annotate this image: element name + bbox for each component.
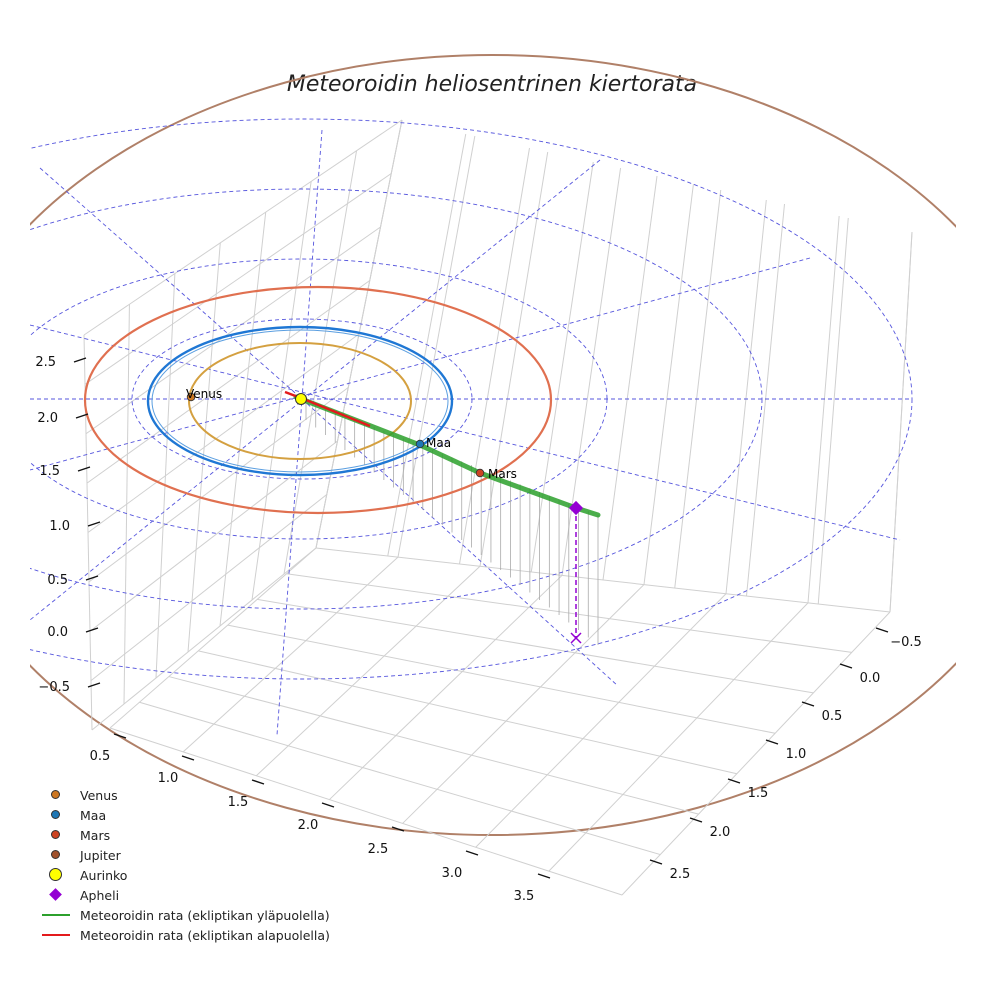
- legend-item: Meteoroidin rata (ekliptikan yläpuolella…: [40, 905, 330, 925]
- svg-text:0.5: 0.5: [822, 709, 843, 724]
- y-tick: −0.5: [875, 627, 922, 650]
- svg-text:3.0: 3.0: [442, 866, 463, 881]
- legend-label: Venus: [80, 787, 118, 803]
- svg-text:1.5: 1.5: [39, 464, 60, 479]
- x-tick: 3.5: [514, 873, 551, 904]
- y-tick: 0.0: [839, 663, 881, 686]
- z-tick: 2.0: [37, 411, 89, 426]
- svg-text:0.5: 0.5: [90, 749, 111, 764]
- z-tick: 1.5: [39, 464, 91, 479]
- svg-text:1.0: 1.0: [158, 771, 179, 786]
- x-tick: 1.0: [158, 755, 195, 786]
- polar-grid: [30, 118, 913, 736]
- svg-text:2.5: 2.5: [670, 867, 691, 882]
- z-tick: −0.5: [38, 680, 101, 695]
- svg-text:0.0: 0.0: [47, 625, 68, 640]
- x-tick: 0.5: [90, 733, 127, 764]
- svg-text:1.5: 1.5: [748, 786, 769, 801]
- y-tick: 2.5: [649, 859, 691, 882]
- svg-text:1.0: 1.0: [786, 747, 807, 762]
- svg-text:3.5: 3.5: [514, 889, 535, 904]
- z-tick: 2.5: [35, 355, 87, 370]
- svg-text:2.0: 2.0: [37, 411, 58, 426]
- legend-item: Apheli: [40, 885, 330, 905]
- legend-dot-icon: [40, 865, 72, 885]
- legend-label: Meteoroidin rata (ekliptikan alapuolella…: [80, 927, 330, 943]
- svg-text:1.5: 1.5: [228, 795, 249, 810]
- legend-item: Jupiter: [40, 845, 330, 865]
- grid: [83, 119, 913, 896]
- z-tick: 0.0: [47, 625, 99, 640]
- venus-orbit: [188, 342, 412, 460]
- svg-text:2.0: 2.0: [298, 818, 319, 833]
- legend-label: Aurinko: [80, 867, 128, 883]
- legend-label: Meteoroidin rata (ekliptikan yläpuolella…: [80, 907, 330, 923]
- chart-title: Meteoroidin heliosentrinen kiertorata: [286, 72, 698, 97]
- legend-item: Venus: [40, 785, 330, 805]
- legend-dot-icon: [40, 825, 72, 845]
- y-tick: 1.5: [727, 778, 769, 801]
- y-tick: 1.0: [765, 739, 807, 762]
- legend-label: Maa: [80, 807, 107, 823]
- z-tick: 1.0: [49, 519, 101, 534]
- svg-text:1.0: 1.0: [49, 519, 70, 534]
- orbit-drop-lines: [305, 400, 599, 645]
- svg-text:2.0: 2.0: [710, 825, 731, 840]
- legend-dot-icon: [40, 785, 72, 805]
- legend-item: Aurinko: [40, 865, 330, 885]
- legend-line-icon: [40, 905, 72, 925]
- y-tick: 2.0: [689, 817, 731, 840]
- venus-marker: [186, 392, 196, 402]
- axis-ticks: −0.5 0.0 0.5 1.0 1.5 2.0 2.5 0.5 1.0 1.5 2.0 2.5 3.0…: [35, 355, 921, 904]
- mars-marker: [475, 468, 485, 478]
- legend: Venus Maa Mars Jupiter Aurinko Apheli Meteoroi…: [40, 785, 330, 945]
- sun-marker: [295, 393, 307, 405]
- apheli-marker: [568, 500, 584, 516]
- legend-dot-icon: [40, 845, 72, 865]
- legend-line-icon: [40, 925, 72, 945]
- maa-orbit-inner: [151, 329, 449, 473]
- x-tick: 2.5: [368, 826, 405, 857]
- svg-text:−0.5: −0.5: [38, 680, 70, 695]
- legend-diamond-icon: [40, 885, 72, 905]
- x-tick: 1.5: [228, 779, 265, 810]
- mars-orbit: [83, 285, 553, 515]
- mars-label: Mars: [488, 467, 517, 481]
- venus-label: Venus: [186, 387, 222, 401]
- legend-label: Mars: [80, 827, 111, 843]
- legend-item: Maa: [40, 805, 330, 825]
- legend-dot-icon: [40, 805, 72, 825]
- svg-text:2.5: 2.5: [368, 842, 389, 857]
- svg-text:0.5: 0.5: [47, 573, 68, 588]
- legend-item: Meteoroidin rata (ekliptikan alapuolella…: [40, 925, 330, 945]
- apheli-projection-mark: [570, 632, 582, 644]
- svg-text:0.0: 0.0: [860, 671, 881, 686]
- jupiter-orbit: [30, 54, 956, 836]
- y-tick: 0.5: [801, 701, 843, 724]
- z-tick: 0.5: [47, 573, 99, 588]
- maa-label: Maa: [426, 436, 451, 450]
- x-tick: 3.0: [442, 850, 479, 881]
- x-tick: 2.0: [298, 802, 335, 833]
- maa-marker: [415, 439, 425, 449]
- svg-text:−0.5: −0.5: [890, 635, 922, 650]
- maa-orbit: [146, 325, 454, 477]
- legend-item: Mars: [40, 825, 330, 845]
- svg-text:2.5: 2.5: [35, 355, 56, 370]
- legend-label: Apheli: [80, 887, 120, 903]
- legend-label: Jupiter: [80, 847, 121, 863]
